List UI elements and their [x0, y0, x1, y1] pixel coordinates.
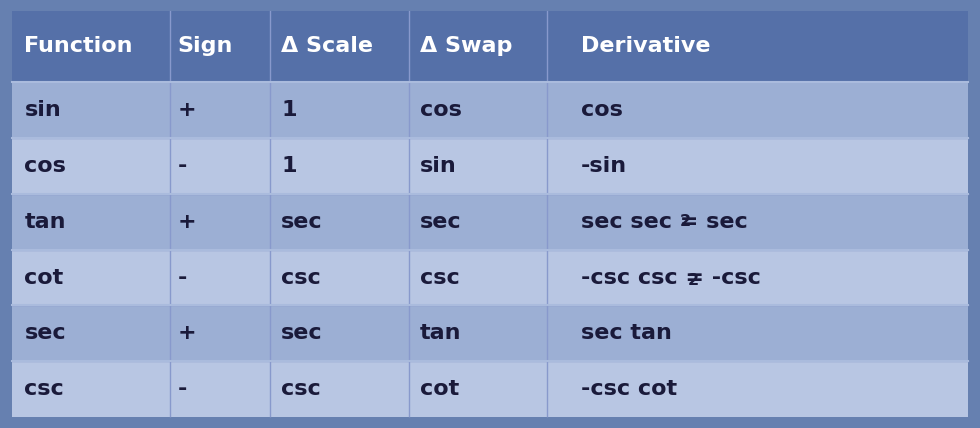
Bar — [409, 11, 548, 82]
Bar — [548, 11, 968, 82]
Text: sec tan: sec tan — [581, 324, 672, 343]
Text: cos: cos — [24, 156, 67, 176]
Bar — [12, 306, 968, 361]
Text: 2: 2 — [688, 273, 699, 288]
Text: sec: sec — [281, 324, 322, 343]
Text: sec sec = sec: sec sec = sec — [581, 211, 748, 232]
Text: 1: 1 — [281, 156, 297, 176]
Text: cos: cos — [419, 100, 462, 120]
Bar — [170, 11, 270, 82]
Text: Sign: Sign — [177, 36, 233, 56]
Text: -: - — [177, 379, 187, 399]
Bar — [12, 138, 968, 194]
Text: -csc csc = -csc: -csc csc = -csc — [581, 268, 760, 288]
Text: sin: sin — [24, 100, 61, 120]
Text: sec: sec — [24, 324, 66, 343]
Text: csc: csc — [281, 268, 320, 288]
Text: cot: cot — [419, 379, 459, 399]
Text: cos: cos — [581, 100, 623, 120]
Text: cot: cot — [24, 268, 64, 288]
Text: 2: 2 — [680, 214, 691, 229]
Text: Derivative: Derivative — [581, 36, 710, 56]
Bar — [12, 11, 170, 82]
Bar — [12, 194, 968, 250]
Text: Δ Scale: Δ Scale — [281, 36, 373, 56]
Bar — [12, 82, 968, 138]
Text: +: + — [177, 324, 196, 343]
Text: sec: sec — [419, 211, 462, 232]
Text: -sin: -sin — [581, 156, 627, 176]
Bar — [12, 250, 968, 306]
Text: -csc cot: -csc cot — [581, 379, 677, 399]
Text: +: + — [177, 211, 196, 232]
Text: -: - — [177, 156, 187, 176]
Text: csc: csc — [24, 379, 64, 399]
Text: csc: csc — [281, 379, 320, 399]
Text: Function: Function — [24, 36, 133, 56]
Bar — [270, 11, 409, 82]
Text: tan: tan — [419, 324, 462, 343]
Text: sec: sec — [281, 211, 322, 232]
Text: -: - — [177, 268, 187, 288]
Text: csc: csc — [419, 268, 460, 288]
Text: Δ Swap: Δ Swap — [419, 36, 513, 56]
Text: +: + — [177, 100, 196, 120]
Text: tan: tan — [24, 211, 66, 232]
Text: 1: 1 — [281, 100, 297, 120]
Text: sin: sin — [419, 156, 457, 176]
Bar — [12, 361, 968, 417]
